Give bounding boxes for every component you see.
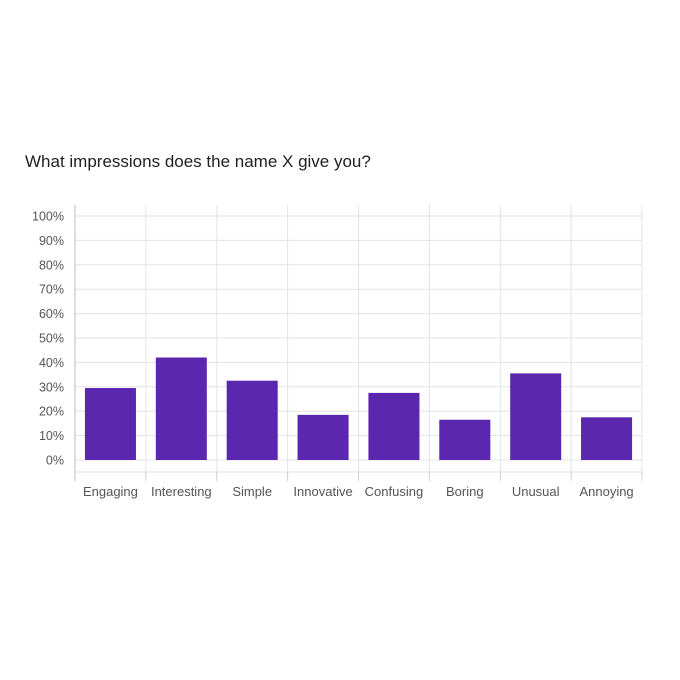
y-tick-label: 100% — [32, 210, 64, 224]
labels: 0% 10% 20% 30% 40% 50% 60% 70% 80% 90% 100% Engagin… — [32, 210, 634, 500]
chart-title: What impressions does the name X give yo… — [25, 152, 371, 171]
x-category-label: Confusing — [365, 484, 424, 499]
x-category-label: Boring — [446, 484, 484, 499]
y-tick-label: 30% — [39, 380, 64, 394]
y-tick-label: 0% — [46, 454, 64, 468]
y-tick-label: 50% — [39, 332, 64, 346]
x-category-label: Engaging — [83, 484, 138, 499]
bar-boring — [439, 419, 491, 460]
axes — [74, 205, 643, 481]
bar-unusual — [510, 373, 562, 460]
bar-engaging — [84, 388, 136, 460]
x-category-label: Interesting — [151, 484, 212, 499]
y-tick-label: 40% — [39, 356, 64, 370]
x-category-label: Annoying — [579, 484, 633, 499]
y-tick-label: 10% — [39, 429, 64, 443]
x-category-label: Innovative — [293, 484, 352, 499]
bar-interesting — [155, 357, 207, 460]
y-tick-label: 60% — [39, 307, 64, 321]
bars — [84, 357, 633, 460]
bar-annoying — [581, 417, 633, 460]
bar-simple — [226, 380, 278, 460]
y-tick-label: 20% — [39, 405, 64, 419]
y-tick-label: 80% — [39, 258, 64, 272]
bar-confusing — [368, 392, 420, 460]
x-category-label: Unusual — [512, 484, 560, 499]
bar-innovative — [297, 414, 349, 460]
x-category-label: Simple — [232, 484, 272, 499]
y-tick-label: 90% — [39, 234, 64, 248]
y-tick-label: 70% — [39, 283, 64, 297]
